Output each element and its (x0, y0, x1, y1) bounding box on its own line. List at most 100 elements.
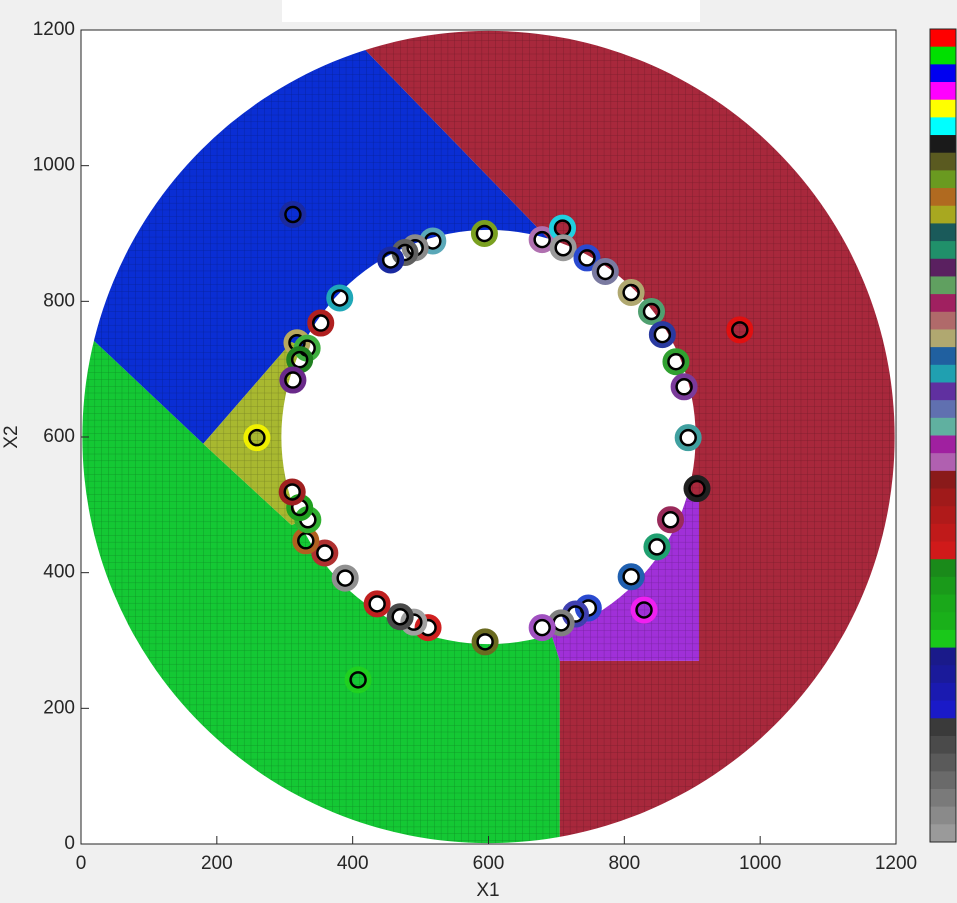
marker-core (248, 428, 266, 447)
marker-core (679, 428, 697, 447)
x-tick-label: 1000 (739, 853, 781, 874)
marker-core (622, 283, 640, 302)
marker-core (284, 371, 302, 389)
marker-core (661, 511, 680, 529)
colorbar-swatch (930, 682, 956, 702)
x-tick-label: 1200 (875, 853, 917, 874)
colorbar-swatch (930, 82, 956, 101)
colorbar-swatch (930, 311, 956, 330)
colorbar-swatch (930, 665, 956, 684)
colorbar-swatch (930, 347, 956, 366)
marker-ring (573, 244, 601, 272)
colorbar-swatch (930, 135, 956, 154)
marker-ring (662, 348, 690, 376)
colorbar-swatch (930, 629, 956, 649)
cell-grid (81, 30, 896, 844)
marker-core (642, 302, 661, 321)
colorbar-swatch (930, 99, 956, 118)
marker-ring (344, 666, 372, 694)
colorbar-swatch (930, 612, 956, 631)
colorbar-frame (929, 28, 957, 843)
y-tick-label: 200 (43, 697, 75, 718)
marker-core (476, 633, 494, 651)
colorbar-swatch (930, 559, 956, 578)
marker-core (667, 352, 685, 371)
colorbar-swatch (930, 576, 956, 596)
x-tick-label: 800 (608, 853, 640, 874)
marker-core (635, 601, 653, 619)
x-tick-label: 200 (201, 853, 233, 874)
marker-ring (617, 279, 645, 307)
marker-ring (657, 506, 685, 534)
colorbar-swatch (930, 417, 956, 436)
marker-core (578, 249, 596, 267)
colorbar-swatch (930, 152, 956, 171)
colorbar-swatch (930, 400, 956, 419)
colorbar-swatch (930, 294, 956, 313)
marker-core (675, 378, 693, 396)
marker-ring (331, 564, 359, 592)
colorbar-swatch (930, 771, 956, 790)
marker-ring (643, 533, 671, 561)
y-tick-label: 800 (43, 290, 75, 311)
title-area (282, 0, 700, 22)
colorbar-swatch (930, 753, 956, 772)
colorbar-swatch (930, 470, 956, 490)
marker-ring (470, 220, 498, 247)
colorbar-swatch (930, 258, 956, 277)
colorbar-swatch (930, 700, 956, 719)
marker-ring (648, 321, 676, 349)
marker-core (653, 325, 672, 344)
marker-core (283, 483, 301, 501)
marker-ring (670, 373, 698, 401)
colorbar-swatch (930, 46, 956, 65)
marker-ring (363, 590, 391, 618)
marker-ring (471, 628, 499, 656)
colorbar-swatch (930, 435, 956, 454)
marker-core (622, 567, 640, 586)
x-tick-label: 400 (337, 853, 369, 874)
colorbar-swatch (930, 788, 956, 808)
marker-ring (638, 298, 665, 326)
colorbar (929, 28, 957, 843)
marker-ring (549, 234, 577, 262)
marker-ring (617, 563, 645, 591)
marker-ring (528, 614, 556, 642)
marker-ring (326, 284, 354, 312)
colorbar-swatch (930, 170, 956, 189)
y-tick-label: 400 (43, 562, 75, 583)
y-tick-label: 0 (64, 833, 75, 854)
marker-core (533, 618, 551, 637)
marker-core (533, 230, 551, 249)
colorbar-swatch (930, 117, 956, 136)
marker-ring (279, 201, 307, 229)
marker-core (475, 224, 494, 243)
marker-core (688, 479, 706, 498)
marker-ring (683, 475, 711, 503)
colorbar-swatch (930, 382, 956, 401)
marker-ring (279, 366, 307, 394)
marker-core (368, 595, 386, 613)
marker-core (290, 350, 309, 369)
marker-core (648, 538, 666, 556)
colorbar-swatch (930, 523, 956, 543)
markers (243, 201, 754, 694)
colorbar-swatch (930, 329, 956, 348)
marker-ring (630, 596, 658, 624)
colorbar-swatch (930, 824, 956, 843)
colorbar-swatch (930, 188, 956, 207)
y-tick-label: 1200 (33, 19, 75, 40)
marker-ring (386, 603, 414, 631)
colorbar-swatch (930, 276, 956, 295)
colorbar-swatch (930, 29, 956, 48)
colorbar-swatch (930, 718, 956, 737)
colorbar-swatch (930, 506, 956, 525)
marker-core (336, 569, 354, 587)
colorbar-swatch (930, 223, 956, 242)
x-axis-label: X1 (476, 880, 499, 901)
y-tick-label: 1000 (33, 155, 75, 176)
colorbar-swatch (930, 806, 956, 825)
marker-core (391, 608, 409, 626)
marker-ring (400, 608, 428, 636)
marker-core (284, 205, 302, 224)
